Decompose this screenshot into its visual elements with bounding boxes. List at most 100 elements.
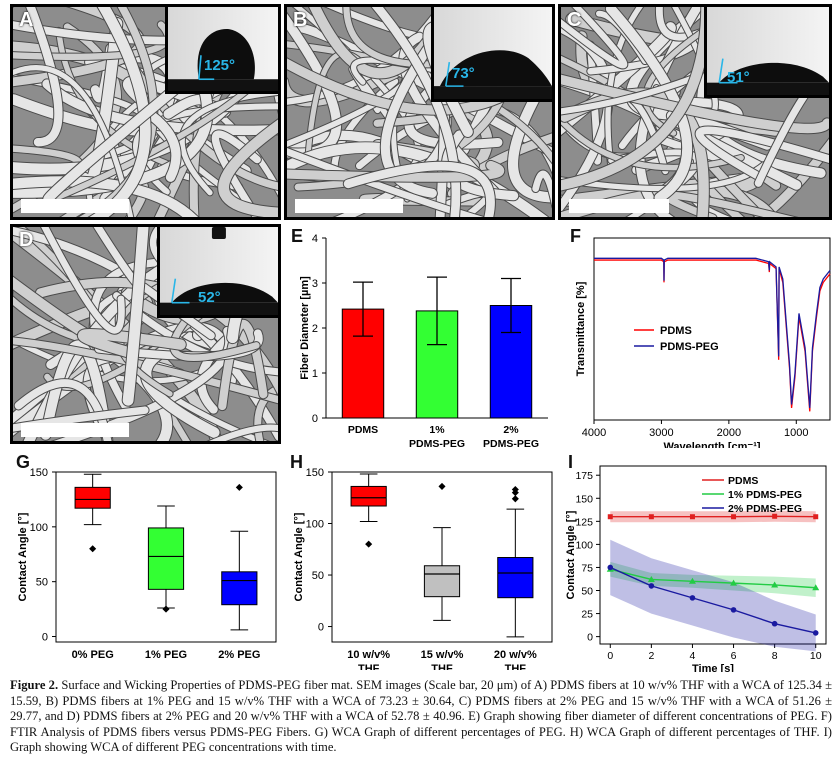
outlier-point bbox=[235, 483, 243, 491]
x-tick-label: 10 bbox=[810, 650, 822, 662]
ftir-series-line bbox=[594, 257, 831, 409]
series-line bbox=[609, 566, 816, 634]
y-tick-label: 100 bbox=[575, 539, 593, 551]
data-point bbox=[731, 514, 737, 520]
box bbox=[497, 557, 534, 599]
substrate bbox=[707, 82, 829, 95]
panel-label-c: C bbox=[567, 9, 582, 31]
outlier-point bbox=[162, 605, 170, 613]
y-axis-label: Contact Angle [°] bbox=[17, 512, 29, 601]
fiber bbox=[122, 227, 149, 406]
data-point bbox=[648, 583, 655, 589]
caption-text: Surface and Wicking Properties of PDMS-P… bbox=[10, 678, 833, 754]
fiber bbox=[695, 126, 829, 182]
panel-label-f: F bbox=[570, 226, 581, 246]
fiber bbox=[14, 379, 112, 441]
fiber bbox=[371, 7, 461, 217]
legend-label: PDMS bbox=[728, 475, 758, 487]
panel-label-d: D bbox=[19, 229, 34, 251]
sem-panel-a: 125° A bbox=[10, 4, 281, 220]
x-tick-label: PDMS bbox=[348, 424, 378, 436]
contact-angle-a: 125° bbox=[204, 57, 236, 74]
x-tick-label: 2% PEG bbox=[218, 649, 260, 661]
data-point bbox=[812, 630, 819, 636]
wca-time-line-chart: 0 25 50 75 100 125 150 175 0 2 4 6 8 10 PDMS 1% PDMS-PE… bbox=[565, 465, 827, 672]
plot-frame bbox=[331, 471, 553, 643]
fiber bbox=[605, 7, 693, 203]
x-tick-label: 2000 bbox=[717, 427, 741, 439]
confidence-band bbox=[610, 539, 816, 652]
y-tick-label: 150 bbox=[575, 493, 593, 505]
y-axis-label: Contact Angle [°] bbox=[293, 512, 305, 601]
droplet-inset-a: 125° bbox=[165, 7, 278, 94]
x-tick-label: 1000 bbox=[784, 427, 808, 439]
y-tick-label: 175 bbox=[575, 470, 593, 482]
outlier-point bbox=[89, 545, 97, 553]
series-line bbox=[610, 568, 816, 589]
y-tick-label: 0 bbox=[587, 632, 593, 644]
y-tick-label: 3 bbox=[312, 278, 318, 290]
legend-label: PDMS-PEG bbox=[660, 341, 719, 353]
outlier-point bbox=[511, 495, 519, 503]
data-point bbox=[812, 584, 820, 591]
confidence-band bbox=[610, 561, 816, 597]
caption-label: Figure 2. bbox=[10, 678, 59, 692]
data-point bbox=[688, 577, 696, 584]
fiber bbox=[139, 105, 181, 182]
sem-image-c bbox=[561, 7, 829, 217]
fiber bbox=[13, 406, 149, 432]
x-tick-label: 8 bbox=[772, 650, 778, 662]
contact-angle-b: 73° bbox=[452, 65, 475, 82]
y-tick-label: 50 bbox=[581, 586, 593, 598]
y-tick-label: 2 bbox=[312, 323, 318, 335]
fiber bbox=[209, 424, 278, 441]
ftir-series-line bbox=[594, 259, 831, 412]
fiber bbox=[254, 385, 278, 441]
fiber bbox=[179, 89, 278, 196]
y-tick-label: 0 bbox=[42, 632, 48, 644]
fiber bbox=[77, 328, 186, 359]
data-point bbox=[771, 581, 779, 588]
fiber bbox=[663, 191, 795, 217]
plot-frame bbox=[55, 471, 277, 643]
wca-peg-box-plot: 0 50 100 150 0% PEG 1% PEG 2% PEG Contact Angle… bbox=[17, 467, 277, 661]
ftir-line-chart: 4000 3000 2000 1000 PDMS PDMS-PEG Wavelength [… bbox=[575, 237, 831, 448]
water-droplet bbox=[197, 29, 255, 80]
y-tick-label: 50 bbox=[36, 577, 48, 589]
sem-panel-d: 52° D bbox=[10, 224, 281, 444]
y-axis-label: Transmittance [%] bbox=[575, 281, 587, 376]
water-droplet bbox=[439, 50, 552, 87]
angle-line bbox=[171, 278, 177, 303]
box bbox=[147, 527, 185, 590]
legend-label: PDMS bbox=[660, 325, 692, 337]
angle-line bbox=[445, 62, 451, 87]
y-tick-label: 100 bbox=[306, 519, 324, 531]
y-tick-label: 0 bbox=[318, 622, 324, 634]
scale-bar-d bbox=[21, 423, 129, 437]
fiber bbox=[287, 160, 505, 182]
x-tick-label: 4 bbox=[690, 650, 696, 662]
angle-line bbox=[198, 55, 202, 80]
x-tick-label: THF bbox=[431, 663, 453, 670]
y-tick-label: 0 bbox=[312, 413, 318, 425]
fiber bbox=[287, 147, 484, 217]
y-tick-label: 150 bbox=[30, 467, 48, 479]
fiber-diameter-bar-chart: 0 1 2 3 4 PDMS 1% PDMS-PEG 2% PDMS-PEG Fiber Diame… bbox=[299, 233, 548, 448]
x-tick-label: PDMS-PEG bbox=[409, 438, 465, 448]
plot-frame bbox=[593, 237, 831, 421]
x-tick-label: 20 w/v% bbox=[494, 649, 537, 661]
x-tick-label: 6 bbox=[731, 650, 737, 662]
x-tick-label: THF bbox=[505, 663, 527, 670]
y-tick-label: 150 bbox=[306, 467, 324, 479]
x-tick-label: 4000 bbox=[582, 427, 606, 439]
data-point bbox=[607, 514, 613, 520]
sem-panel-c: 51° C bbox=[558, 4, 832, 220]
water-droplet bbox=[171, 282, 278, 303]
data-point bbox=[730, 607, 737, 613]
dispensing-needle bbox=[211, 227, 226, 239]
data-point bbox=[771, 620, 778, 627]
scale-bar-c bbox=[569, 199, 669, 213]
data-point bbox=[648, 514, 654, 520]
outlier-point bbox=[438, 482, 446, 490]
wca-thf-box-plot: 0 50 100 150 10 w/v% THF 15 w/v% THF 20 w/v% THF C… bbox=[293, 467, 553, 670]
